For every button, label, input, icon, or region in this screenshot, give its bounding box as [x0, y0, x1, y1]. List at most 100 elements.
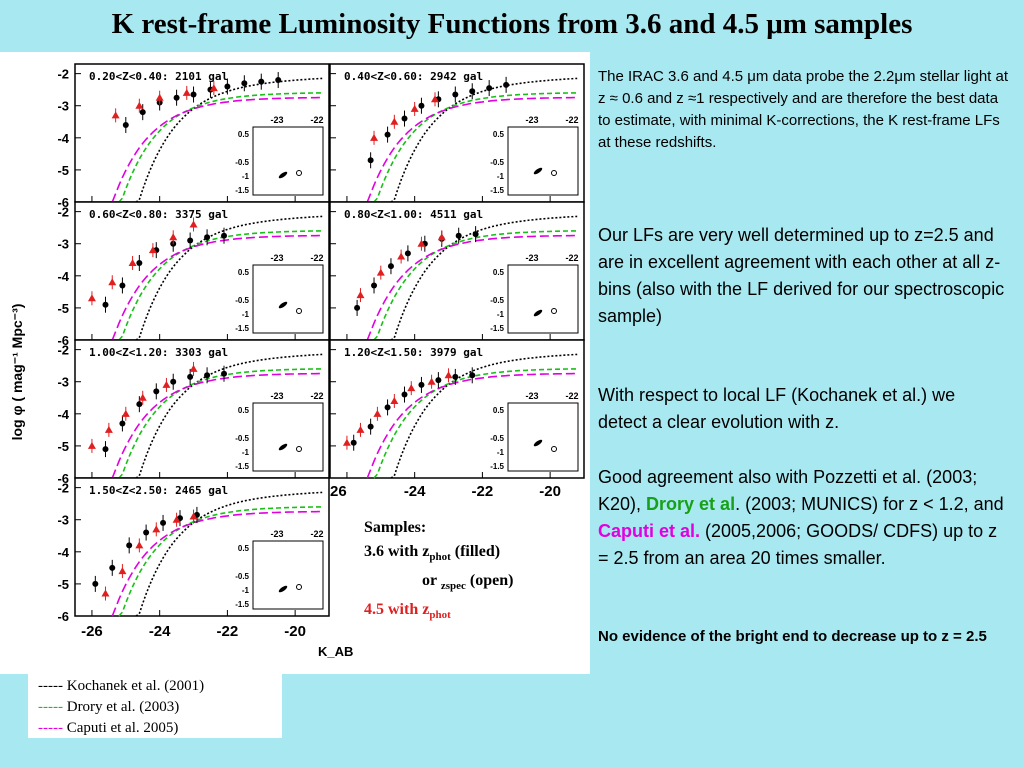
- inset-contour: [278, 171, 288, 179]
- caputi-curve: [111, 510, 323, 617]
- inset-y-tick: -1: [497, 172, 505, 181]
- inset-frame: [252, 402, 324, 472]
- irac36-point: [143, 529, 150, 536]
- x-tick-label: -22: [217, 623, 239, 640]
- y-tick-label: -2: [57, 67, 69, 82]
- y-tick-label: -5: [57, 163, 69, 178]
- irac36-point: [139, 109, 146, 116]
- inset-y-tick: -0.5: [490, 296, 504, 305]
- irac36-point: [503, 81, 510, 88]
- inset-y-tick: -1.5: [490, 186, 504, 195]
- y-tick-label: -6: [57, 471, 69, 486]
- inset-point: [551, 308, 557, 314]
- inset-y-tick: -1.5: [490, 462, 504, 471]
- irac45-point: [101, 589, 110, 597]
- irac36-point: [241, 80, 248, 87]
- irac36-point: [126, 542, 133, 549]
- y-tick-label: -6: [57, 195, 69, 210]
- irac36-point: [102, 301, 109, 308]
- x-tick-label: -20: [539, 483, 561, 500]
- inset-point: [296, 584, 302, 590]
- irac36-point: [384, 131, 391, 138]
- irac45-point: [370, 133, 379, 141]
- inset-x-tick: -23: [270, 253, 283, 263]
- irac45-point: [87, 441, 96, 449]
- irac36-point: [102, 446, 109, 453]
- inset-x-tick: -23: [525, 253, 538, 263]
- x-tick-label: -26: [81, 623, 103, 640]
- inset-x-tick: -23: [525, 115, 538, 125]
- samples-line-2: or zspec (open): [422, 572, 514, 593]
- inset-y-tick: 0.5: [238, 268, 250, 277]
- x-tick-label: -20: [284, 623, 306, 640]
- irac36-point: [435, 377, 442, 384]
- irac45-point: [397, 252, 406, 260]
- y-tick-label: -3: [57, 237, 69, 252]
- kochanek-curve: [390, 215, 578, 341]
- irac36-point: [187, 237, 194, 244]
- inset-y-tick: 0.5: [238, 406, 250, 415]
- irac36-point: [486, 85, 493, 92]
- inset-y-tick: 0.5: [493, 130, 505, 139]
- panel-label: 1.20<Z<1.50: 3979 gal: [344, 346, 483, 359]
- irac45-point: [373, 409, 382, 417]
- kochanek-curve: [135, 491, 323, 617]
- y-tick-label: -6: [57, 333, 69, 348]
- irac45-point: [162, 380, 171, 388]
- irac36-point: [418, 102, 425, 109]
- y-tick-label: -2: [57, 205, 69, 220]
- legend-drory: ----- Drory et al. (2003): [38, 699, 180, 715]
- caputi-curve: [111, 96, 323, 203]
- irac36-point: [173, 94, 180, 101]
- x-tick-label: -22: [472, 483, 494, 500]
- drory-curve: [118, 368, 323, 479]
- irac36-point: [387, 263, 394, 270]
- legend-caputi: ----- Caputi et al. 2005): [38, 720, 179, 736]
- irac45-point: [189, 512, 198, 520]
- panel-label: 0.40<Z<0.60: 2942 gal: [344, 70, 483, 83]
- samples-line-3: 4.5 with zphot: [364, 601, 451, 622]
- inset-y-tick: -1: [242, 172, 250, 181]
- drory-curve: [118, 506, 323, 617]
- samples-heading: Samples:: [364, 519, 427, 536]
- irac36-point: [371, 282, 378, 289]
- irac36-point: [187, 373, 194, 380]
- inset-y-tick: -0.5: [235, 296, 249, 305]
- drory-highlight: Drory et al: [646, 494, 736, 514]
- inset-y-tick: 0.5: [493, 268, 505, 277]
- luminosity-function-figure: log φ ( mag⁻¹ Mpc⁻³) -2 -3 -4 -5 -6 0.20<Z<0.4…: [0, 52, 590, 674]
- irac36-point: [136, 259, 143, 266]
- inset-y-tick: -1: [242, 586, 250, 595]
- irac36-point: [367, 157, 374, 164]
- irac36-point: [455, 232, 462, 239]
- slide-title: K rest-frame Luminosity Functions from 3…: [111, 8, 913, 40]
- irac45-point: [342, 438, 351, 446]
- irac45-point: [417, 239, 426, 247]
- irac36-point: [204, 234, 211, 241]
- irac36-point: [92, 580, 99, 587]
- irac45-point: [87, 294, 96, 302]
- irac36-point: [275, 77, 282, 84]
- irac36-point: [384, 404, 391, 411]
- irac45-point: [356, 425, 365, 433]
- irac45-point: [182, 88, 191, 96]
- inset-contour: [278, 301, 288, 309]
- paragraph-bright-end: No evidence of the bright end to decreas…: [598, 628, 987, 645]
- y-tick-label: -4: [57, 269, 69, 284]
- samples-annotation: Samples: 3.6 with zphot (filled) or zspe…: [364, 516, 513, 628]
- inset-y-tick: -0.5: [235, 158, 249, 167]
- irac36-point: [119, 420, 126, 427]
- samples-line-1: 3.6 with zphot (filled): [364, 543, 501, 564]
- paragraph-comparison: Good agreement also with Pozzetti et al.…: [598, 467, 1004, 568]
- irac45-point: [172, 515, 181, 523]
- irac45-point: [437, 233, 446, 241]
- irac36-point: [153, 388, 160, 395]
- model-legend: ----- Kochanek et al. (2001) ----- Drory…: [28, 672, 282, 738]
- irac36-point: [119, 282, 126, 289]
- inset-y-tick: -1: [497, 448, 505, 457]
- inset-y-tick: -0.5: [235, 434, 249, 443]
- drory-curve: [373, 92, 578, 203]
- y-tick-label: -2: [57, 481, 69, 496]
- inset-y-tick: -1: [242, 448, 250, 457]
- inset-frame: [507, 126, 579, 196]
